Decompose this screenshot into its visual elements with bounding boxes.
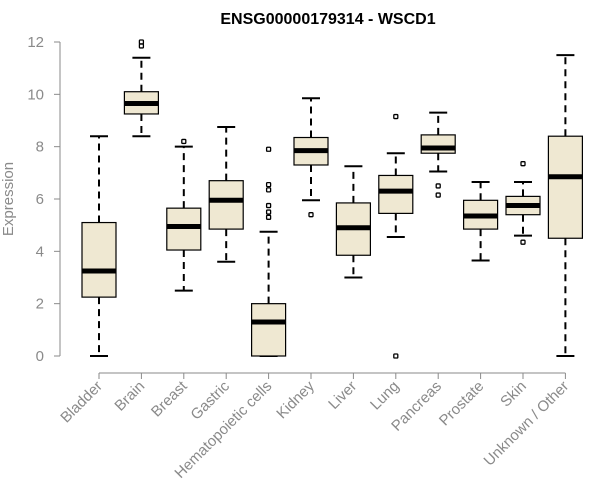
y-tick-label: 8	[36, 139, 44, 156]
outlier-point	[265, 181, 272, 188]
chart-title: ENSG00000179314 - WSCD1	[220, 11, 435, 28]
box-group	[378, 113, 414, 359]
x-tick-label: Lung	[367, 378, 403, 414]
x-tick-label: Liver	[325, 378, 360, 413]
outlier-point	[308, 212, 314, 218]
box-iqr	[81, 221, 117, 298]
box-iqr	[166, 207, 202, 251]
x-tick-label: Breast	[148, 377, 191, 420]
outlier-point	[520, 239, 526, 245]
x-tick-label: Brain	[111, 378, 148, 415]
y-tick-label: 10	[27, 86, 44, 103]
box-group	[123, 39, 160, 138]
box-iqr	[251, 303, 287, 357]
outlier-point	[393, 113, 399, 120]
outlier-point	[265, 209, 272, 215]
x-tick-label: Bladder	[57, 378, 106, 427]
x-tick-label: Kidney	[273, 377, 318, 422]
outlier-point	[181, 138, 187, 145]
box-group	[547, 54, 584, 357]
box-group	[81, 135, 117, 357]
y-tick-label: 2	[36, 296, 44, 313]
outlier-point	[265, 146, 272, 152]
outlier-point	[393, 353, 399, 359]
y-tick-label: 12	[27, 34, 44, 51]
y-tick-label: 6	[36, 191, 44, 208]
box-group	[251, 146, 287, 357]
y-tick-label: 4	[36, 243, 44, 260]
box-group	[505, 161, 541, 245]
box-group	[166, 138, 202, 292]
outlier-point	[435, 192, 441, 198]
box-group	[208, 126, 244, 263]
y-tick-label: 0	[36, 348, 44, 365]
outlier-point	[265, 214, 272, 220]
x-tick-label: Prostate	[436, 378, 488, 430]
x-tick-label: Skin	[497, 378, 530, 411]
outlier-point	[520, 161, 526, 167]
outlier-point	[265, 202, 272, 209]
plot-area	[81, 39, 584, 359]
box-group	[293, 97, 329, 218]
outlier-point	[265, 187, 272, 193]
outlier-point	[435, 183, 441, 189]
box-iqr	[208, 180, 244, 230]
y-axis-label: Expression	[0, 162, 17, 236]
box-group	[335, 165, 371, 279]
box-iqr	[378, 174, 414, 214]
box-group	[463, 180, 499, 262]
box-iqr	[547, 135, 584, 239]
outlier-point	[138, 39, 145, 45]
box-group	[420, 111, 456, 198]
